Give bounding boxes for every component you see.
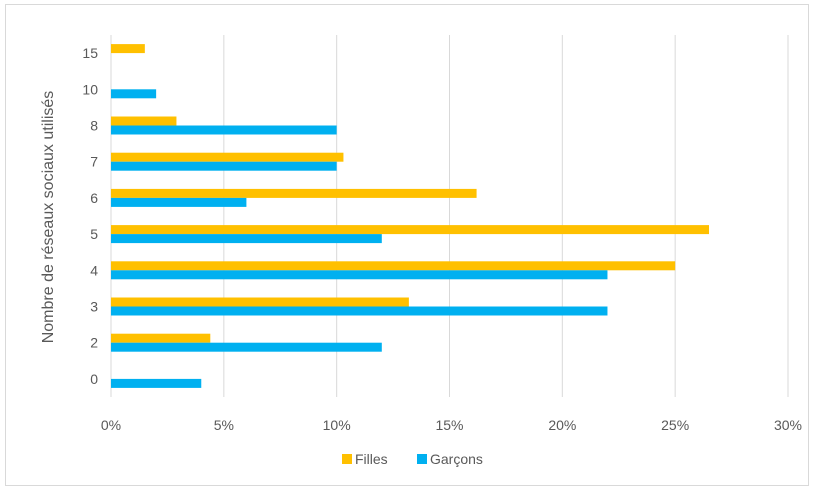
y-tick-label: 3 <box>90 299 98 315</box>
y-tick-label: 2 <box>90 335 98 351</box>
y-tick-labels: 15 10 8 7 6 5 4 3 2 0 <box>82 45 98 387</box>
bar-filles-2 <box>111 333 211 343</box>
legend: Filles Garçons <box>342 451 483 467</box>
x-tick-label: 20% <box>548 417 576 433</box>
y-tick-label: 10 <box>82 81 98 97</box>
bar-filles-7 <box>111 152 344 162</box>
bar-chart: 15 10 8 7 6 5 4 3 2 0 0% 5% 10% 15% 20% 25% 30% Nombre … <box>40 35 802 467</box>
bar-filles-8 <box>111 116 177 126</box>
x-tick-label: 15% <box>435 417 463 433</box>
bar-garons-3 <box>111 306 608 316</box>
bar-garons-5 <box>111 234 382 244</box>
chart-frame: 15 10 8 7 6 5 4 3 2 0 0% 5% 10% 15% 20% 25% 30% Nombre … <box>5 4 809 486</box>
bar-filles-6 <box>111 188 477 198</box>
legend-label: Garçons <box>430 451 483 467</box>
bar-garons-6 <box>111 197 247 207</box>
bar-filles-15 <box>111 44 145 54</box>
x-tick-labels: 0% 5% 10% 15% 20% 25% 30% <box>101 417 802 433</box>
x-tick-label: 5% <box>214 417 234 433</box>
bar-garons-10 <box>111 89 157 99</box>
x-tick-label: 25% <box>661 417 689 433</box>
y-tick-label: 8 <box>90 118 98 134</box>
bar-garons-8 <box>111 125 337 135</box>
bar-filles-4 <box>111 261 676 271</box>
legend-label: Filles <box>355 451 388 467</box>
y-tick-label: 0 <box>90 371 98 387</box>
bar-filles-5 <box>111 225 710 235</box>
legend-swatch <box>417 454 427 464</box>
bar-filles-3 <box>111 297 409 307</box>
legend-swatch <box>342 454 352 464</box>
y-axis-title: Nombre de réseaux sociaux utilisés <box>40 91 57 344</box>
y-tick-label: 4 <box>90 262 98 278</box>
bars <box>111 44 710 388</box>
bar-garons-2 <box>111 342 382 352</box>
bar-garons-0 <box>111 378 202 388</box>
x-tick-label: 30% <box>774 417 802 433</box>
x-tick-label: 0% <box>101 417 121 433</box>
y-tick-label: 6 <box>90 190 98 206</box>
bar-garons-7 <box>111 161 337 171</box>
x-tick-label: 10% <box>323 417 351 433</box>
bar-garons-4 <box>111 270 608 280</box>
gridlines <box>110 35 789 397</box>
y-tick-label: 7 <box>90 154 98 170</box>
y-tick-label: 5 <box>90 226 98 242</box>
y-tick-label: 15 <box>82 45 98 61</box>
